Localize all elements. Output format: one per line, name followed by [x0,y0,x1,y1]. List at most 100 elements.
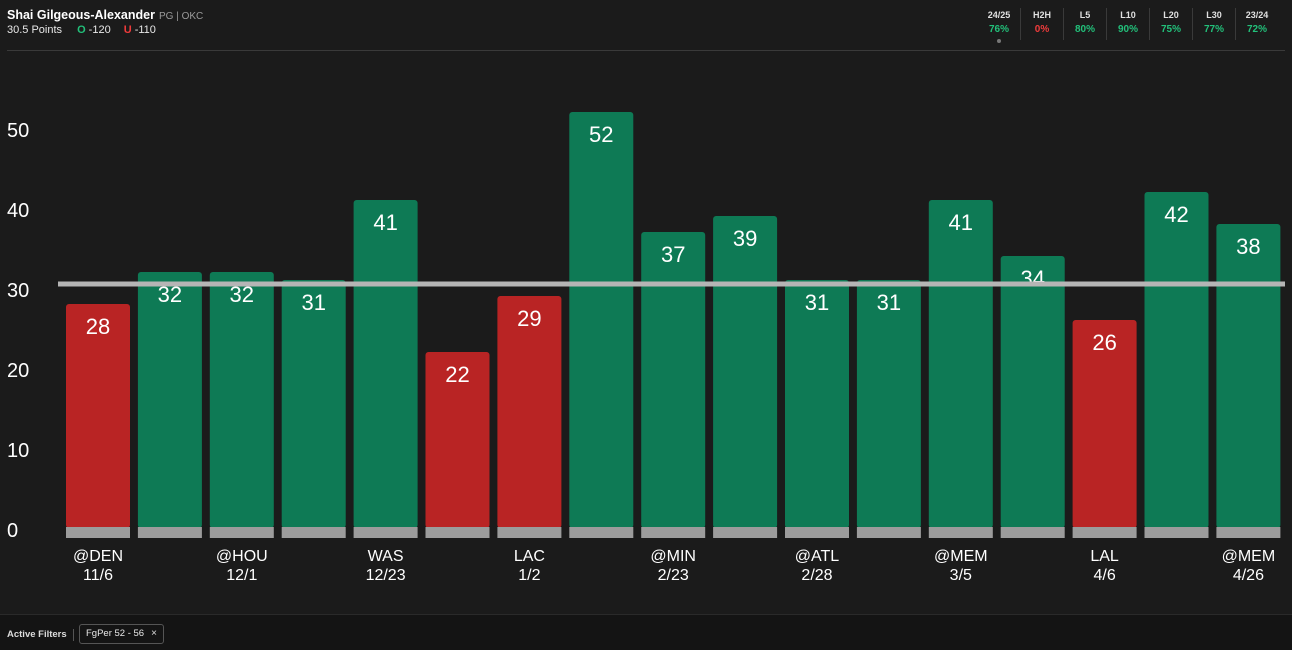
player-title: Shai Gilgeous-Alexander PG | OKC [7,8,203,22]
selected-indicator-dot [997,39,1001,43]
bar-base [713,527,778,538]
bar[interactable] [785,280,849,528]
filter-bar: Active Filters FgPer 52 - 56 × [0,614,1292,650]
y-tick-label: 30 [7,280,29,302]
bar[interactable] [1072,320,1137,528]
x-tick-date: 1/2 [518,567,540,584]
x-tick-opponent: @MIN [650,548,696,565]
bar[interactable] [856,280,921,528]
bar-base [569,527,634,538]
x-tick-opponent: @MEM [1222,548,1276,565]
y-tick-label: 40 [7,200,29,222]
stat-tab-l10[interactable]: L10 90% [1106,8,1149,40]
bar-base [928,527,993,538]
x-tick-opponent: @MEM [934,548,988,565]
bar[interactable] [209,272,274,528]
stat-tab-value: 75% [1160,24,1181,35]
bar-value-label: 31 [805,290,829,315]
stat-tab-label: 24/25 [987,10,1011,20]
over-mark[interactable]: O [77,24,86,36]
bar-value-label: 31 [301,290,325,315]
stat-tab-label: 23/24 [1245,10,1269,20]
bar-base [353,527,418,538]
header: Shai Gilgeous-Alexander PG | OKC 30.5 Poi… [0,0,1292,51]
x-tick-date: 3/5 [950,567,972,584]
bar[interactable] [66,304,130,528]
x-tick-date: 12/23 [366,567,406,584]
stat-tab-2324[interactable]: 23/24 72% [1235,8,1278,40]
stat-tab-value: 72% [1246,24,1267,35]
bar-value-label: 39 [733,226,757,251]
under-mark[interactable]: U [123,24,132,36]
bar-base [137,527,202,538]
x-tick-date: 2/28 [801,567,832,584]
filter-chip[interactable]: FgPer 52 - 56 × [79,624,164,644]
bar[interactable] [353,200,418,528]
bar-value-label: 37 [661,242,685,267]
bar[interactable] [425,352,490,528]
bar[interactable] [1216,224,1281,528]
bar-base [497,527,562,538]
header-divider [7,50,1285,51]
stat-tab-label: L10 [1120,10,1136,20]
bar[interactable] [1144,192,1209,528]
stat-tab-label: L5 [1079,10,1091,20]
player-name: Shai Gilgeous-Alexander [7,8,155,22]
stat-tab-label: L20 [1163,10,1179,20]
prop-line-label: 30.5 Points [7,24,63,36]
bar-value-label: 42 [1164,202,1188,227]
bar-base [641,527,706,538]
x-tick-opponent: @HOU [216,548,268,565]
bar-value-label: 31 [877,290,901,315]
stat-tab-l5[interactable]: L5 80% [1063,8,1106,40]
bar[interactable] [641,232,706,528]
x-tick-opponent: LAC [514,548,545,565]
y-tick-label: 10 [7,440,29,462]
stat-tab-l20[interactable]: L20 75% [1149,8,1192,40]
bar-value-label: 26 [1092,330,1116,355]
bar-base [425,527,490,538]
bar-base [66,527,130,538]
bar-base [856,527,921,538]
x-tick-date: 4/6 [1093,567,1115,584]
bar[interactable] [569,112,634,528]
stat-tab-2425[interactable]: 24/25 76% [978,8,1020,43]
bar-value-label: 22 [445,362,469,387]
stat-tab-label: L30 [1206,10,1222,20]
stat-tab-value: 80% [1074,24,1095,35]
over-odds[interactable]: -120 [88,24,111,36]
bar[interactable] [137,272,202,528]
threshold-line [58,281,1285,287]
bar-value-label: 52 [589,122,613,147]
close-icon[interactable]: × [151,628,157,639]
bar[interactable] [497,296,562,528]
bar-value-label: 41 [373,210,397,235]
stat-tab-value: 77% [1203,24,1224,35]
stat-tab-label: H2H [1032,10,1051,20]
stat-tab-value: 90% [1117,24,1138,35]
y-tick-label: 0 [7,520,18,542]
bar[interactable] [713,216,778,528]
filter-divider [73,629,74,641]
y-tick-label: 50 [7,120,29,142]
bar-base [785,527,849,538]
y-tick-label: 20 [7,360,29,382]
under-odds[interactable]: -110 [134,24,156,36]
bar[interactable] [928,200,993,528]
bar-value-label: 41 [949,210,973,235]
bar[interactable] [281,280,346,528]
stat-tab-l30[interactable]: L30 77% [1192,8,1235,40]
x-tick-date: 12/1 [226,567,257,584]
x-tick-date: 2/23 [658,567,689,584]
player-meta: PG | OKC [158,11,204,22]
stat-tab-h2h[interactable]: H2H 0% [1020,8,1063,40]
bar-base [209,527,274,538]
bar-base [1072,527,1137,538]
x-tick-opponent: LAL [1090,548,1119,565]
x-tick-date: 4/26 [1233,567,1264,584]
bar-base [1000,527,1065,538]
hit-rate-tabs: 24/25 76% H2H 0% L5 80% L10 90% L20 75% L30 77% 23/2… [978,8,1278,43]
bar[interactable] [1000,256,1065,528]
bar-base [281,527,346,538]
